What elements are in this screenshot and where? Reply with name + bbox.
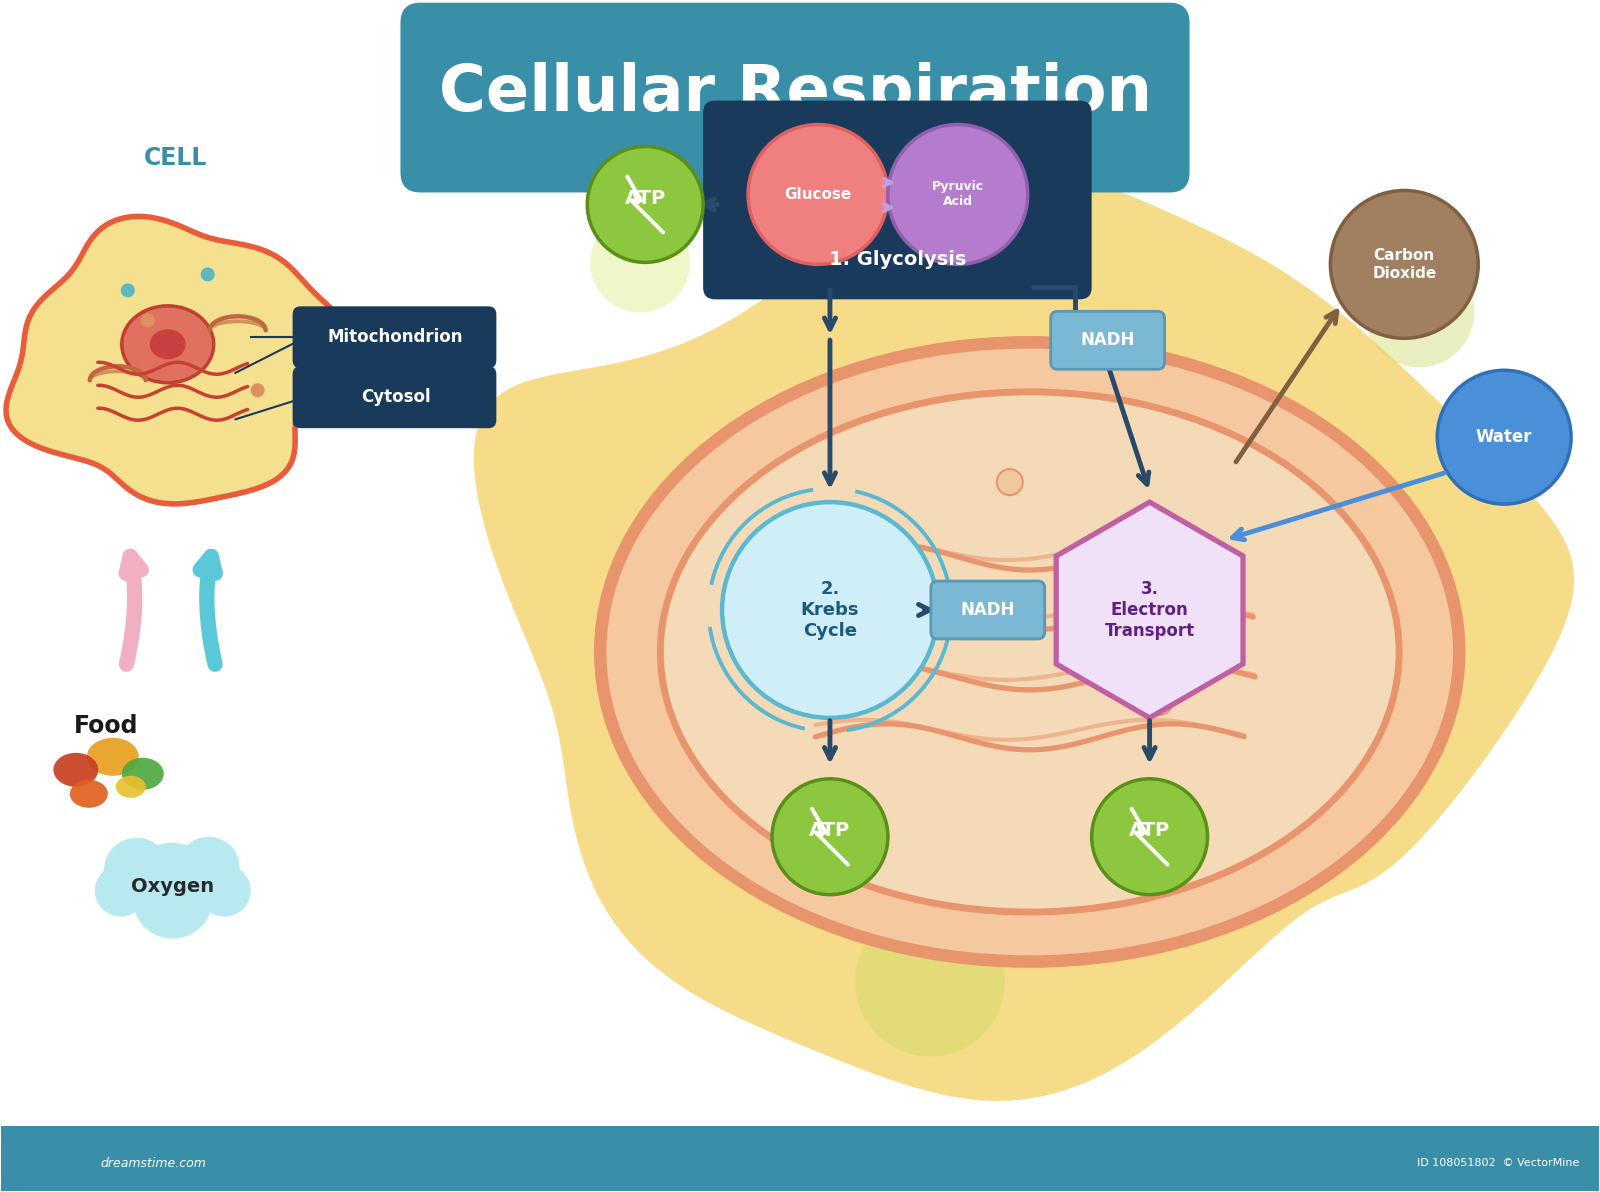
Polygon shape (1056, 502, 1243, 718)
Ellipse shape (122, 758, 163, 790)
Text: Water: Water (1475, 428, 1533, 446)
Text: 3.
Electron
Transport: 3. Electron Transport (1104, 581, 1195, 640)
Circle shape (888, 124, 1027, 265)
Circle shape (94, 864, 147, 917)
Ellipse shape (86, 738, 139, 776)
Circle shape (198, 864, 251, 917)
Text: Oxygen: Oxygen (131, 877, 214, 896)
Polygon shape (474, 163, 1574, 1101)
Ellipse shape (70, 780, 107, 808)
Ellipse shape (661, 392, 1398, 912)
Ellipse shape (53, 753, 98, 787)
Circle shape (773, 778, 888, 895)
Circle shape (1091, 778, 1208, 895)
Text: 1. Glycolysis: 1. Glycolysis (829, 250, 966, 269)
Text: ATP: ATP (1130, 821, 1170, 840)
Circle shape (1330, 191, 1478, 339)
FancyBboxPatch shape (293, 306, 496, 368)
Circle shape (1437, 371, 1571, 504)
Text: Carbon
Dioxide: Carbon Dioxide (1373, 248, 1437, 280)
Circle shape (141, 313, 155, 328)
Text: 2.
Krebs
Cycle: 2. Krebs Cycle (800, 581, 859, 640)
FancyBboxPatch shape (931, 581, 1045, 639)
Circle shape (120, 284, 134, 297)
Text: Cellular Respiration: Cellular Respiration (438, 62, 1152, 124)
Circle shape (104, 838, 170, 904)
Ellipse shape (150, 329, 186, 359)
Circle shape (251, 384, 264, 397)
Circle shape (1197, 569, 1222, 595)
Circle shape (178, 837, 240, 899)
Text: ID 108051802  © VectorMine: ID 108051802 © VectorMine (1416, 1159, 1579, 1168)
FancyBboxPatch shape (293, 366, 496, 428)
Ellipse shape (115, 776, 146, 797)
Circle shape (590, 212, 690, 312)
Text: CELL: CELL (144, 147, 208, 170)
FancyBboxPatch shape (702, 100, 1091, 299)
Circle shape (128, 843, 216, 931)
Circle shape (722, 502, 938, 718)
Circle shape (200, 267, 214, 281)
Text: Glucose: Glucose (784, 187, 851, 201)
Circle shape (854, 907, 1005, 1056)
Polygon shape (6, 217, 355, 504)
Circle shape (133, 858, 213, 938)
Text: ATP: ATP (624, 190, 666, 207)
FancyBboxPatch shape (2, 1126, 1598, 1191)
Text: Mitochondrion: Mitochondrion (328, 328, 464, 347)
Ellipse shape (600, 342, 1459, 962)
Text: NADH: NADH (1080, 331, 1134, 349)
Text: ATP: ATP (810, 821, 851, 840)
Circle shape (1147, 689, 1173, 715)
Text: Food: Food (74, 714, 138, 738)
Circle shape (997, 470, 1022, 495)
Text: dreamstime.com: dreamstime.com (101, 1157, 206, 1169)
Text: Cytosol: Cytosol (360, 389, 430, 406)
Circle shape (837, 659, 862, 685)
Circle shape (1195, 447, 1325, 577)
Text: Pyruvic
Acid: Pyruvic Acid (931, 180, 984, 209)
Circle shape (749, 124, 888, 265)
Ellipse shape (122, 306, 214, 383)
Text: NADH: NADH (960, 601, 1014, 619)
Circle shape (898, 550, 923, 575)
Circle shape (1365, 257, 1474, 367)
FancyBboxPatch shape (400, 2, 1189, 192)
FancyBboxPatch shape (1051, 311, 1165, 370)
Circle shape (587, 147, 702, 262)
